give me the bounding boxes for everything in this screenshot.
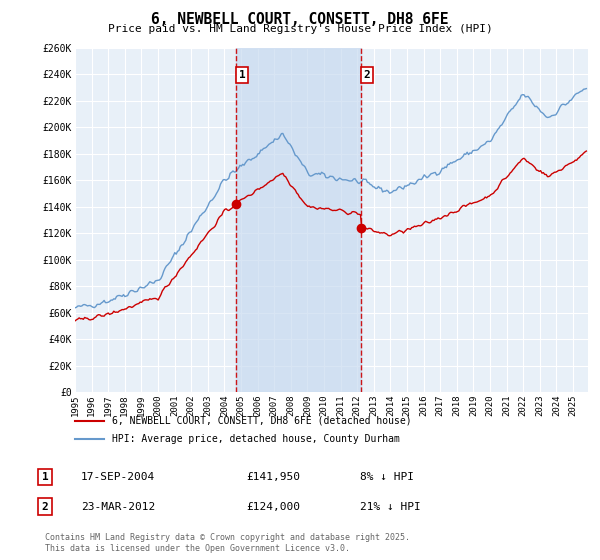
Text: 8% ↓ HPI: 8% ↓ HPI [360,472,414,482]
Bar [236,48,361,392]
Text: Contains HM Land Registry data © Crown copyright and database right 2025.
This d: Contains HM Land Registry data © Crown c… [45,533,410,553]
Text: 2: 2 [41,502,49,512]
Text: 17-SEP-2004: 17-SEP-2004 [81,472,155,482]
Text: 1: 1 [41,472,49,482]
Text: £141,950: £141,950 [246,472,300,482]
Text: 23-MAR-2012: 23-MAR-2012 [81,502,155,512]
Text: HPI: Average price, detached house, County Durham: HPI: Average price, detached house, Coun… [112,434,400,444]
Text: £124,000: £124,000 [246,502,300,512]
Text: 21% ↓ HPI: 21% ↓ HPI [360,502,421,512]
Text: 2: 2 [364,70,370,80]
Text: 6, NEWBELL COURT, CONSETT, DH8 6FE (detached house): 6, NEWBELL COURT, CONSETT, DH8 6FE (deta… [112,416,412,426]
Text: 1: 1 [239,70,245,80]
Text: Price paid vs. HM Land Registry's House Price Index (HPI): Price paid vs. HM Land Registry's House … [107,24,493,34]
Text: 6, NEWBELL COURT, CONSETT, DH8 6FE: 6, NEWBELL COURT, CONSETT, DH8 6FE [151,12,449,27]
